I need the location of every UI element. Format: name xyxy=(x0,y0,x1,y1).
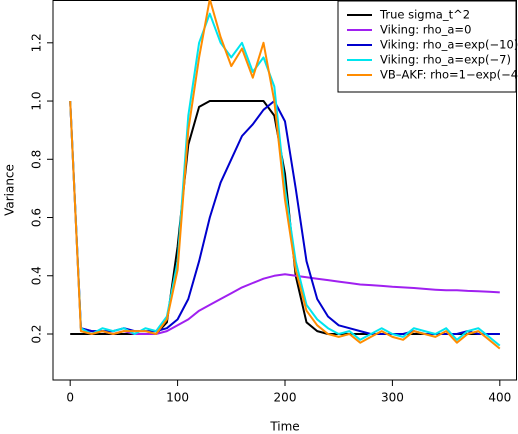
y-axis-label: Variance xyxy=(3,164,17,216)
x-axis-label: Time xyxy=(269,420,299,434)
legend-label: Viking: rho_a=exp(−10) xyxy=(380,38,518,52)
x-tick-label: 300 xyxy=(381,391,404,405)
y-tick-label: 0.2 xyxy=(30,324,44,343)
series-line xyxy=(70,100,500,335)
x-tick-label: 100 xyxy=(166,391,189,405)
series-line xyxy=(69,100,500,335)
y-tick-label: 1.0 xyxy=(30,91,44,110)
series-line xyxy=(69,0,501,350)
x-tick-label: 0 xyxy=(66,391,74,405)
y-tick-label: 0.8 xyxy=(30,150,44,169)
legend-label: Viking: rho_a=0 xyxy=(380,23,471,37)
series-line xyxy=(69,100,500,335)
legend-label: True sigma_t^2 xyxy=(379,8,470,22)
y-tick-label: 0.4 xyxy=(30,266,44,285)
y-tick-label: 1.2 xyxy=(30,33,44,52)
x-tick-label: 200 xyxy=(274,391,297,405)
legend-label: Viking: rho_a=exp(−7) xyxy=(380,53,511,67)
legend-label: VB–AKF: rho=1−exp(−4) xyxy=(380,68,518,82)
y-tick-label: 0.6 xyxy=(30,208,44,227)
legend-box xyxy=(337,0,517,93)
x-tick-label: 400 xyxy=(488,391,511,405)
